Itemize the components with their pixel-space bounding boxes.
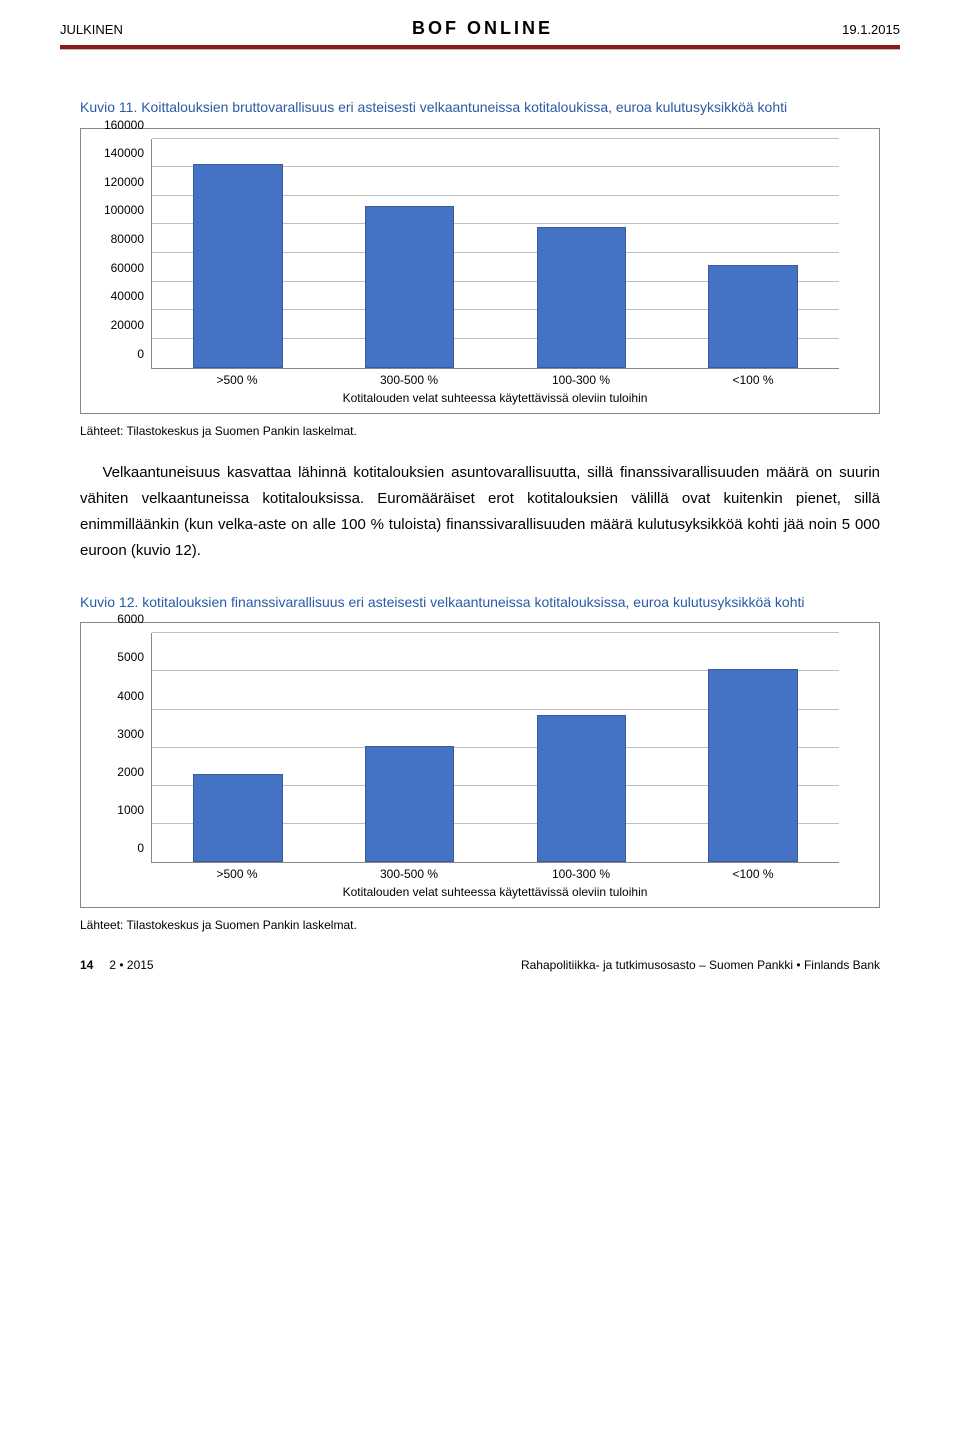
ytick-label: 120000 — [92, 175, 144, 189]
page-header: JULKINEN BOF ONLINE 19.1.2015 — [0, 0, 960, 43]
figure11-title: Kuvio 11. Koittalouksien bruttovarallisu… — [80, 98, 880, 118]
figure12-chart: 0100020003000400050006000 >500 %300-500 … — [80, 622, 880, 908]
ytick-label: 1000 — [92, 803, 144, 817]
body-paragraph: Velkaantuneisuus kasvattaa lähinnä kotit… — [80, 460, 880, 565]
xtick-label: 100-300 % — [495, 867, 667, 881]
ytick-label: 2000 — [92, 765, 144, 779]
header-center: BOF ONLINE — [412, 18, 553, 39]
figure11-source: Lähteet: Tilastokeskus ja Suomen Pankin … — [80, 424, 880, 438]
ytick-label: 80000 — [92, 232, 144, 246]
bar — [708, 669, 797, 862]
ytick-label: 20000 — [92, 318, 144, 332]
ytick-label: 0 — [92, 347, 144, 361]
bar — [365, 746, 454, 862]
xtick-label: 300-500 % — [323, 373, 495, 387]
footer-right: Rahapolitiikka- ja tutkimusosasto – Suom… — [521, 958, 880, 972]
xtick-label: >500 % — [151, 867, 323, 881]
ytick-label: 0 — [92, 841, 144, 855]
figure11-plot: 0200004000060000800001000001200001400001… — [151, 139, 839, 369]
ytick-label: 5000 — [92, 650, 144, 664]
bar — [537, 227, 626, 367]
bar — [365, 206, 454, 368]
footer-page: 14 — [80, 958, 93, 972]
xtick-label: <100 % — [667, 867, 839, 881]
content-area: Kuvio 11. Koittalouksien bruttovarallisu… — [0, 50, 960, 932]
ytick-label: 140000 — [92, 146, 144, 160]
footer-issue: 2 • 2015 — [109, 958, 153, 972]
ytick-label: 160000 — [92, 118, 144, 132]
body-text: Velkaantuneisuus kasvattaa lähinnä kotit… — [80, 460, 880, 565]
bar — [537, 715, 626, 862]
page-footer: 14 2 • 2015 Rahapolitiikka- ja tutkimuso… — [0, 932, 960, 992]
ytick-label: 4000 — [92, 689, 144, 703]
xtick-label: >500 % — [151, 373, 323, 387]
header-left: JULKINEN — [60, 22, 123, 37]
figure12-xticks: >500 %300-500 %100-300 %<100 % — [151, 867, 839, 881]
figure11-chart: 0 20000 40000 60000 80000 100000 120000 140000 1… — [80, 128, 880, 414]
figure12-source: Lähteet: Tilastokeskus ja Suomen Pankin … — [80, 918, 880, 932]
figure11-xticks: >500 %300-500 %100-300 %<100 % — [151, 373, 839, 387]
bar — [193, 774, 282, 862]
figure12-title: Kuvio 12. kotitalouksien finanssivaralli… — [80, 593, 880, 613]
gridline — [152, 632, 839, 633]
figure11-axis-caption: Kotitalouden velat suhteessa käytettävis… — [151, 391, 839, 405]
figure12-axis-caption: Kotitalouden velat suhteessa käytettävis… — [151, 885, 839, 899]
xtick-label: 300-500 % — [323, 867, 495, 881]
gridline — [152, 138, 839, 139]
xtick-label: 100-300 % — [495, 373, 667, 387]
ytick-label: 100000 — [92, 203, 144, 217]
bar — [193, 164, 282, 367]
xtick-label: <100 % — [667, 373, 839, 387]
ytick-label: 6000 — [92, 612, 144, 626]
bar — [708, 265, 797, 368]
ytick-label: 40000 — [92, 289, 144, 303]
ytick-label: 60000 — [92, 261, 144, 275]
figure12-plot: 0100020003000400050006000 — [151, 633, 839, 863]
ytick-label: 3000 — [92, 727, 144, 741]
header-right: 19.1.2015 — [842, 22, 900, 37]
